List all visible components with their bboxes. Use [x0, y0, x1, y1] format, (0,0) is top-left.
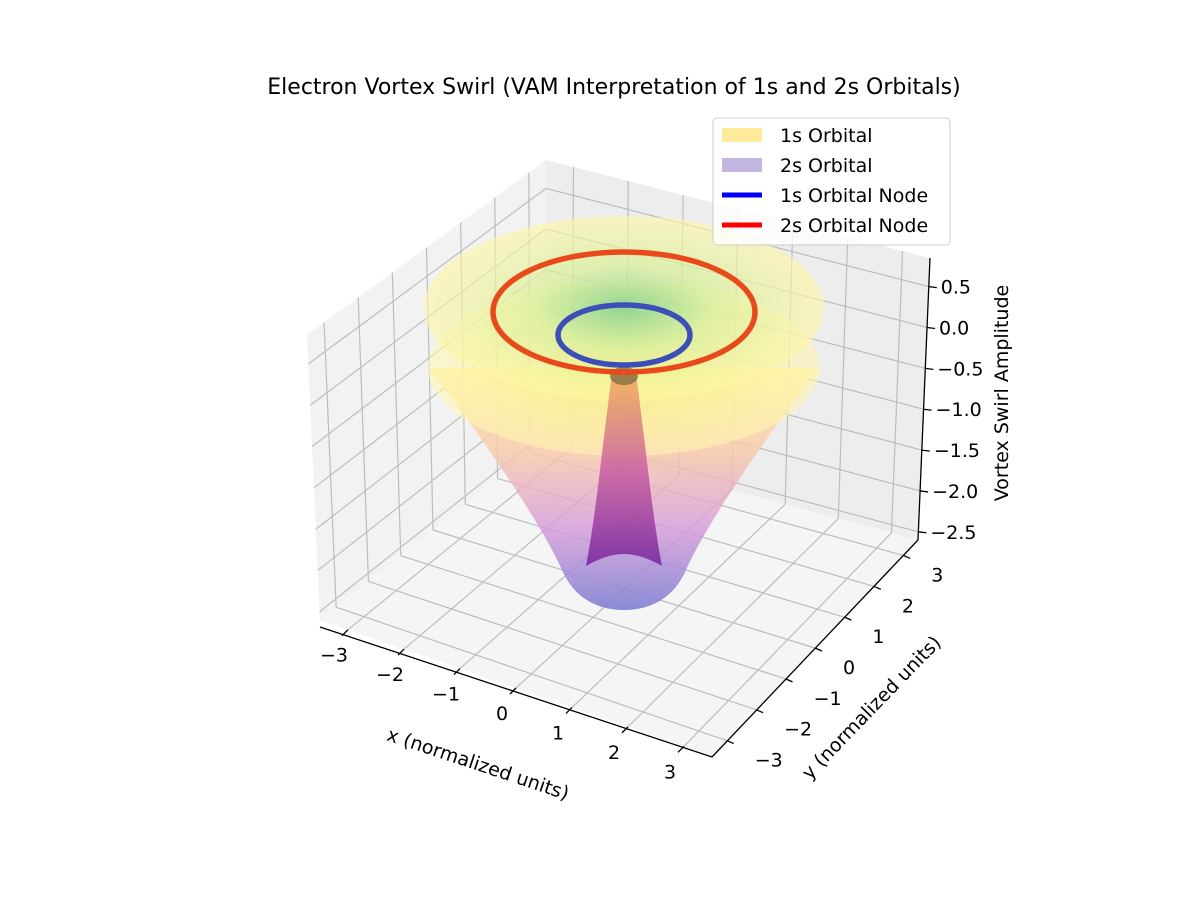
- grid-x-wall-5: [837, 236, 849, 519]
- y-tick-label-5: 2: [902, 595, 914, 617]
- x-tick-label-1: −2: [376, 664, 404, 686]
- legend-label-1: 2s Orbital: [780, 155, 873, 177]
- x-tick-label-0: −3: [320, 645, 348, 667]
- z-tick-label-1: −2.0: [932, 481, 978, 503]
- grid-z-left-6: [307, 187, 547, 365]
- y-tick-label-2: −1: [814, 688, 842, 710]
- z-tick-mark-3: [923, 408, 932, 411]
- grid-y-floor-0: [335, 606, 727, 742]
- x-tick-mark-5: [621, 726, 629, 734]
- z-tick-label-6: 0.5: [941, 277, 971, 299]
- z-axis-label: Vortex Swirl Amplitude: [991, 285, 1013, 501]
- y-tick-label-4: 1: [872, 626, 884, 648]
- z-tick-label-4: −0.5: [937, 358, 983, 380]
- x-tick-mark-4: [565, 706, 573, 714]
- legend-swatch-0: [722, 128, 762, 142]
- z-tick-mark-6: [928, 285, 937, 289]
- y-tick-label-6: 3: [931, 564, 943, 586]
- y-tick-label-0: −3: [755, 750, 783, 772]
- y-tick-mark-1: [755, 709, 764, 714]
- z-axis-line: [917, 257, 931, 541]
- y-tick-mark-3: [814, 647, 823, 652]
- surface-1s-funnel: [586, 372, 662, 566]
- x-tick-label-5: 2: [608, 742, 620, 764]
- axis-ticks: −3−2−10123−3−2−10123−2.5−2.0−1.5−1.0−0.5…: [320, 277, 983, 784]
- legend-frame: [712, 117, 951, 246]
- legend-label-0: 1s Orbital: [780, 125, 873, 147]
- node-rings: [490, 249, 758, 375]
- y-tick-mark-5: [873, 585, 882, 590]
- x-tick-label-4: 1: [552, 722, 564, 744]
- z-tick-label-2: −1.5: [934, 440, 980, 462]
- x-tick-label-6: 3: [664, 761, 676, 783]
- grid-y-wall-2: [391, 272, 402, 556]
- ring-2s-node: [490, 249, 758, 375]
- x-tick-mark-1: [397, 648, 405, 656]
- grid-x-wall-6: [890, 250, 904, 533]
- z-tick-mark-5: [926, 326, 936, 330]
- surface-1s-top: [424, 216, 824, 400]
- surface-layer: [424, 216, 824, 610]
- y-tick-label-1: −2: [784, 719, 812, 741]
- x-tick-mark-2: [453, 668, 461, 676]
- legend-swatch-1: [722, 158, 762, 172]
- grid-y-floor-1: [368, 580, 757, 711]
- z-tick-label-3: −1.0: [936, 399, 982, 421]
- grid-y-wall-1: [357, 297, 370, 582]
- y-tick-mark-2: [785, 678, 793, 683]
- x-tick-label-3: 0: [496, 703, 508, 725]
- y-tick-label-3: 0: [843, 657, 855, 679]
- x-tick-mark-0: [341, 629, 349, 637]
- x-axis-line: [319, 626, 713, 758]
- ring-1s-node: [555, 302, 693, 368]
- z-tick-mark-4: [925, 367, 934, 370]
- z-tick-mark-2: [921, 449, 930, 452]
- z-tick-label-0: −2.5: [930, 522, 976, 544]
- x-tick-mark-3: [509, 687, 517, 695]
- legend-label-2: 1s Orbital Node: [780, 185, 928, 207]
- x-axis-label: x (normalized units): [384, 724, 572, 805]
- y-tick-mark-4: [844, 616, 852, 621]
- legend: 1s Orbital 2s Orbital 1s Orbital Node 2s Or…: [712, 117, 951, 246]
- z-tick-label-5: 0.0: [939, 317, 969, 339]
- y-tick-mark-0: [726, 739, 734, 745]
- chart-title: Electron Vortex Swirl (VAM Interpretatio…: [267, 75, 960, 100]
- z-tick-mark-1: [920, 490, 929, 493]
- y-tick-mark-6: [903, 554, 911, 560]
- legend-label-3: 2s Orbital Node: [780, 215, 928, 237]
- x-tick-label-2: −1: [432, 684, 460, 706]
- grid-y-wall-0: [323, 322, 337, 608]
- grid-y-floor-2: [400, 555, 786, 680]
- x-tick-mark-6: [677, 745, 685, 753]
- z-tick-mark-0: [918, 531, 927, 534]
- legend-entries: 1s Orbital 2s Orbital 1s Orbital Node 2s Or…: [722, 125, 928, 237]
